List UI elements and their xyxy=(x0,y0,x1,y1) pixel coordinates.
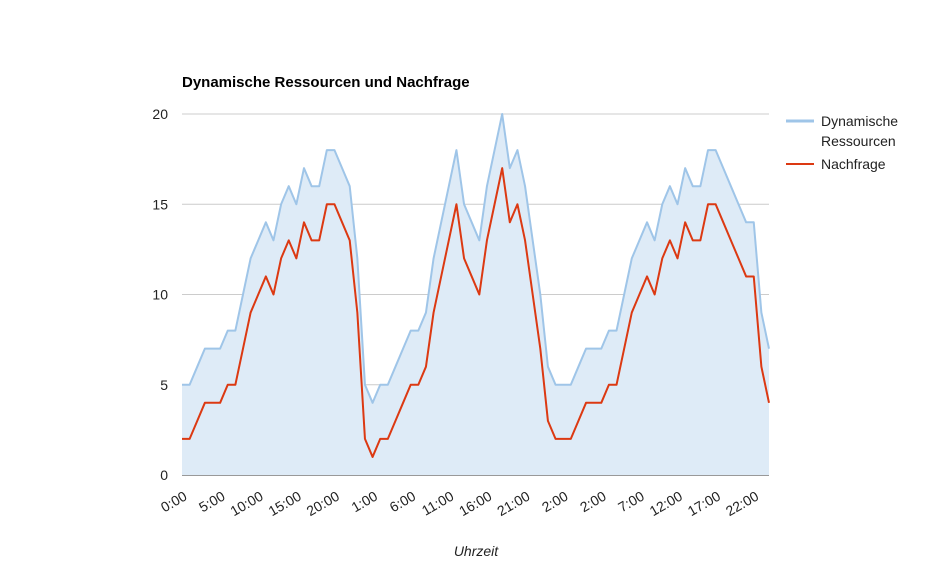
legend-label-1: Nachfrage xyxy=(821,156,886,172)
x-tick-label: 1:00 xyxy=(348,488,380,516)
x-tick-label: 6:00 xyxy=(387,488,419,516)
y-tick-label: 5 xyxy=(160,377,168,393)
series-line-1 xyxy=(182,167,770,458)
legend-label-0: Dynamische Ressourcen xyxy=(821,113,898,149)
x-tick-label: 2:00 xyxy=(539,488,571,516)
series-area-0 xyxy=(182,114,769,475)
x-axis-ticks: 0:00 5:00 10:00 15:00 20:00 1:00 6:00 11:00 16:0… xyxy=(158,488,762,519)
legend: Dynamische Ressourcen Nachfrage xyxy=(786,113,898,172)
series-lines xyxy=(182,113,770,458)
x-tick-label: 15:00 xyxy=(265,488,304,519)
chart-title: Dynamische Ressourcen und Nachfrage xyxy=(182,74,470,91)
y-axis-ticks: 0 5 10 15 20 xyxy=(152,106,168,483)
x-tick-label: 22:00 xyxy=(723,488,762,519)
x-tick-label: 2:00 xyxy=(577,488,609,516)
x-tick-label: 16:00 xyxy=(456,488,495,519)
y-tick-label: 10 xyxy=(152,287,168,303)
x-tick-label: 12:00 xyxy=(647,488,686,519)
x-tick-label: 7:00 xyxy=(615,488,647,516)
series-line-0 xyxy=(182,113,770,404)
x-tick-label: 17:00 xyxy=(685,488,724,519)
x-tick-label: 11:00 xyxy=(419,488,457,519)
x-tick-label: 10:00 xyxy=(227,488,266,519)
x-axis-label: Uhrzeit xyxy=(454,543,499,559)
x-tick-label: 0:00 xyxy=(158,488,190,516)
y-tick-label: 0 xyxy=(160,467,168,483)
series-areas xyxy=(182,114,769,475)
x-tick-label: 5:00 xyxy=(196,488,228,516)
x-tick-label: 21:00 xyxy=(494,488,533,519)
y-tick-label: 15 xyxy=(152,196,168,212)
x-tick-label: 20:00 xyxy=(304,488,343,519)
y-tick-label: 20 xyxy=(152,106,168,122)
